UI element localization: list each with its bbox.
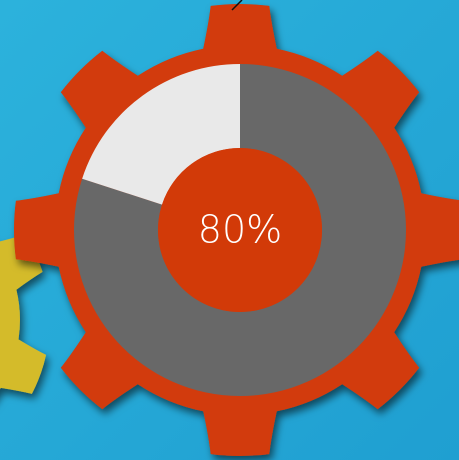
donut-segment xyxy=(74,64,406,396)
side-gear-shape xyxy=(0,234,47,394)
donut xyxy=(74,64,406,396)
side-gear xyxy=(0,234,47,394)
decor-line xyxy=(231,0,243,11)
center-label: 80% xyxy=(198,208,282,252)
donut-hole xyxy=(158,148,322,312)
donut-segment xyxy=(82,64,240,205)
